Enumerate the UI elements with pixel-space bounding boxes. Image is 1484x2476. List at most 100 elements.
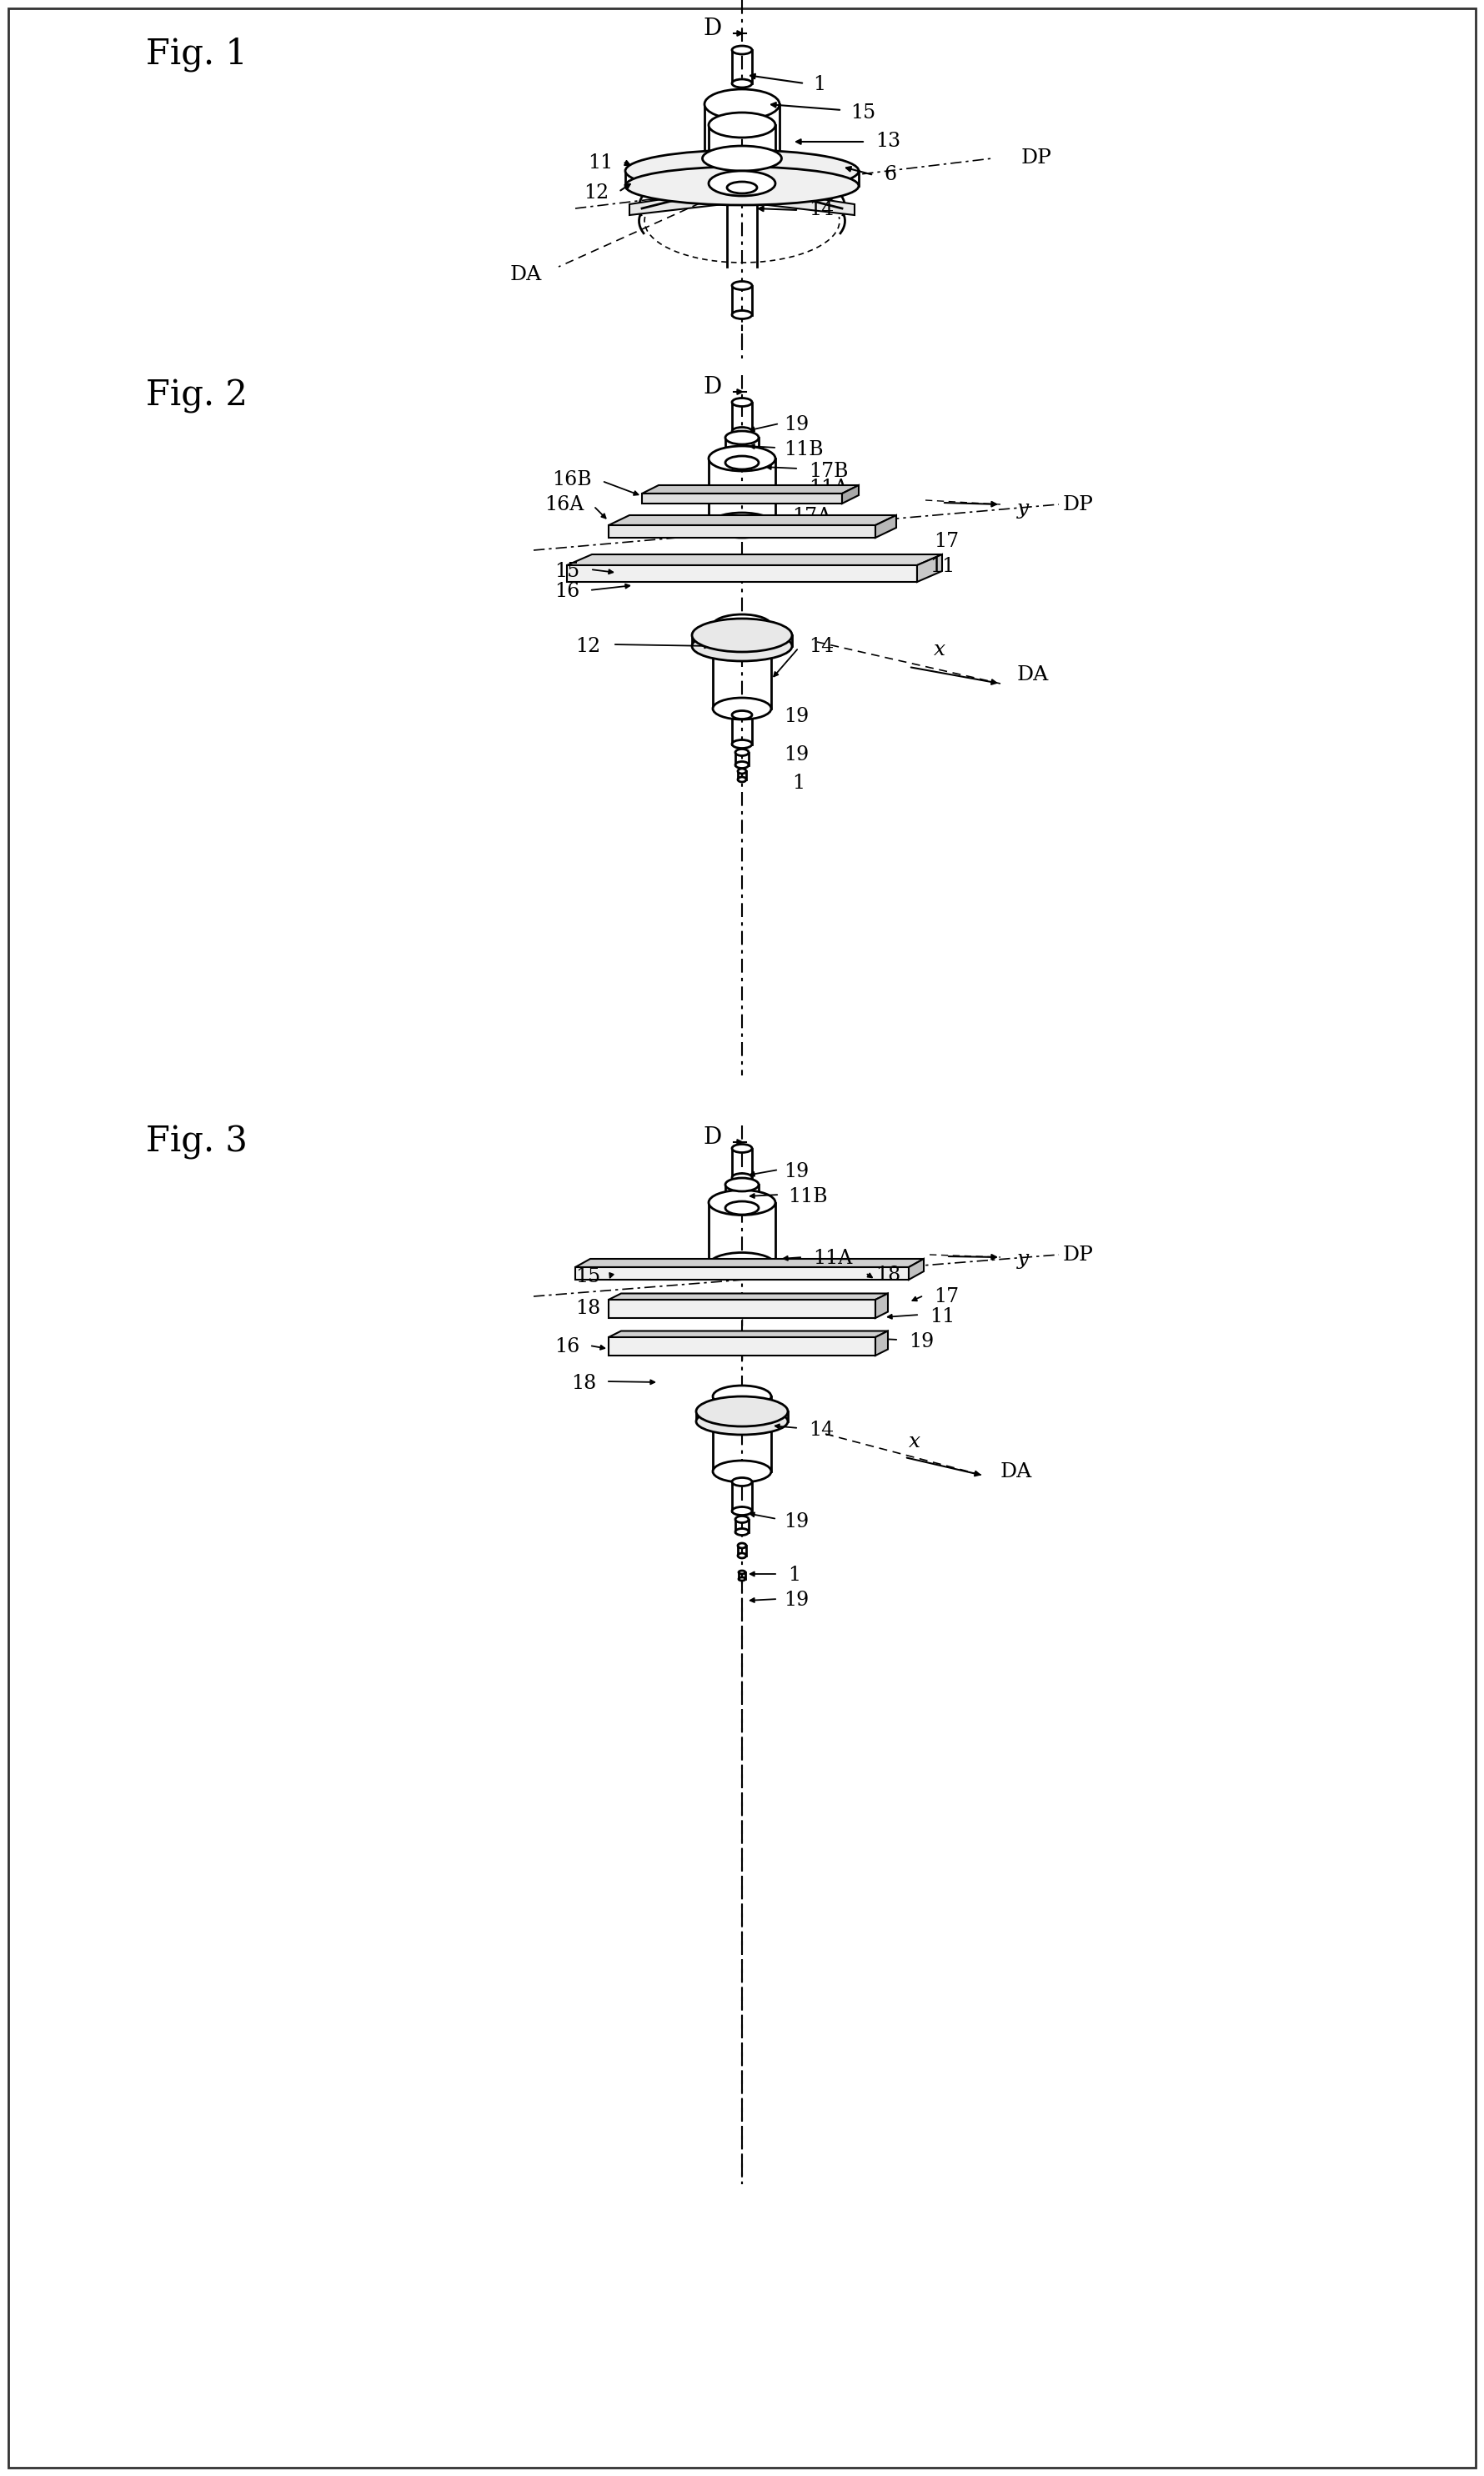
Text: 1: 1 <box>792 775 804 792</box>
Ellipse shape <box>702 146 782 171</box>
Ellipse shape <box>732 47 752 54</box>
Ellipse shape <box>692 631 792 661</box>
Text: 14: 14 <box>809 1421 834 1439</box>
Ellipse shape <box>726 431 758 443</box>
Ellipse shape <box>732 1174 752 1181</box>
Polygon shape <box>576 1268 908 1280</box>
Ellipse shape <box>732 740 752 748</box>
Ellipse shape <box>712 614 772 636</box>
Text: 11B: 11B <box>788 1186 828 1206</box>
Polygon shape <box>746 188 855 215</box>
Polygon shape <box>876 1292 887 1317</box>
Text: 18: 18 <box>876 1265 901 1285</box>
Text: DA: DA <box>1000 1461 1033 1481</box>
Polygon shape <box>841 485 859 503</box>
Text: 1: 1 <box>788 1565 800 1585</box>
Text: y: y <box>1017 1250 1028 1268</box>
Text: 12: 12 <box>576 636 600 656</box>
Text: Fig. 3: Fig. 3 <box>145 1124 248 1159</box>
Text: 14: 14 <box>809 636 834 656</box>
Text: DA: DA <box>1017 666 1049 686</box>
Text: 19: 19 <box>784 708 809 725</box>
Text: D: D <box>703 17 723 40</box>
Text: DP: DP <box>1063 1245 1094 1265</box>
Text: 6: 6 <box>884 166 896 186</box>
Text: 11: 11 <box>588 154 613 173</box>
Text: x: x <box>933 641 945 659</box>
Text: 19: 19 <box>784 416 809 436</box>
Ellipse shape <box>732 282 752 290</box>
Text: Fig. 1: Fig. 1 <box>145 37 248 72</box>
Text: 17A: 17A <box>792 508 831 527</box>
Text: 16A: 16A <box>545 495 583 515</box>
Text: 16: 16 <box>554 1337 579 1357</box>
Text: 18: 18 <box>576 1300 600 1317</box>
Text: 11: 11 <box>929 557 954 577</box>
Ellipse shape <box>732 1144 752 1151</box>
Ellipse shape <box>726 456 758 470</box>
Ellipse shape <box>709 171 775 196</box>
Text: 11A: 11A <box>813 1250 852 1268</box>
Ellipse shape <box>732 310 752 319</box>
Ellipse shape <box>709 513 775 537</box>
Text: D: D <box>703 376 723 399</box>
Text: 17B: 17B <box>809 461 849 480</box>
Ellipse shape <box>709 446 775 470</box>
Text: 1: 1 <box>813 74 825 94</box>
Polygon shape <box>629 188 738 215</box>
Ellipse shape <box>696 1396 788 1426</box>
Text: 11: 11 <box>929 1307 954 1327</box>
Text: 15: 15 <box>850 104 876 121</box>
Polygon shape <box>608 515 896 525</box>
Ellipse shape <box>726 1201 758 1216</box>
Ellipse shape <box>738 1543 746 1548</box>
Ellipse shape <box>625 166 859 206</box>
Ellipse shape <box>726 1179 758 1191</box>
Ellipse shape <box>709 1191 775 1216</box>
Text: 19: 19 <box>908 1332 933 1352</box>
Ellipse shape <box>736 750 748 755</box>
Text: DP: DP <box>1063 495 1094 515</box>
Text: 15: 15 <box>555 562 579 582</box>
Polygon shape <box>608 525 876 537</box>
Ellipse shape <box>625 151 859 191</box>
Polygon shape <box>567 565 917 582</box>
Polygon shape <box>876 515 896 537</box>
Text: 19: 19 <box>784 1161 809 1181</box>
Ellipse shape <box>727 181 757 193</box>
Text: 17: 17 <box>933 1288 959 1305</box>
Ellipse shape <box>738 777 746 782</box>
Text: 17: 17 <box>933 532 959 552</box>
Text: y: y <box>1017 500 1028 517</box>
Text: 16: 16 <box>554 582 579 602</box>
Ellipse shape <box>732 711 752 718</box>
Ellipse shape <box>736 1528 748 1535</box>
Ellipse shape <box>732 79 752 87</box>
Ellipse shape <box>712 698 772 721</box>
Ellipse shape <box>692 619 792 651</box>
Text: 13: 13 <box>876 131 901 151</box>
Ellipse shape <box>696 1409 788 1434</box>
Polygon shape <box>608 1292 887 1300</box>
Ellipse shape <box>736 1515 748 1523</box>
Polygon shape <box>643 493 841 503</box>
Text: 19: 19 <box>784 1592 809 1609</box>
Text: 15: 15 <box>576 1268 600 1288</box>
Ellipse shape <box>709 111 775 139</box>
Text: 19: 19 <box>784 1513 809 1530</box>
Ellipse shape <box>705 163 779 193</box>
Text: Fig. 2: Fig. 2 <box>145 379 248 413</box>
Polygon shape <box>908 1258 923 1280</box>
Polygon shape <box>576 1258 923 1268</box>
Ellipse shape <box>739 1570 745 1575</box>
Text: 14: 14 <box>809 201 834 220</box>
Text: DP: DP <box>1021 149 1052 168</box>
Ellipse shape <box>709 1253 775 1278</box>
Text: 18: 18 <box>571 1374 597 1394</box>
Ellipse shape <box>738 1552 746 1557</box>
Polygon shape <box>608 1300 876 1317</box>
Text: x: x <box>908 1434 920 1451</box>
Ellipse shape <box>738 768 746 773</box>
Ellipse shape <box>736 763 748 768</box>
Polygon shape <box>917 555 942 582</box>
